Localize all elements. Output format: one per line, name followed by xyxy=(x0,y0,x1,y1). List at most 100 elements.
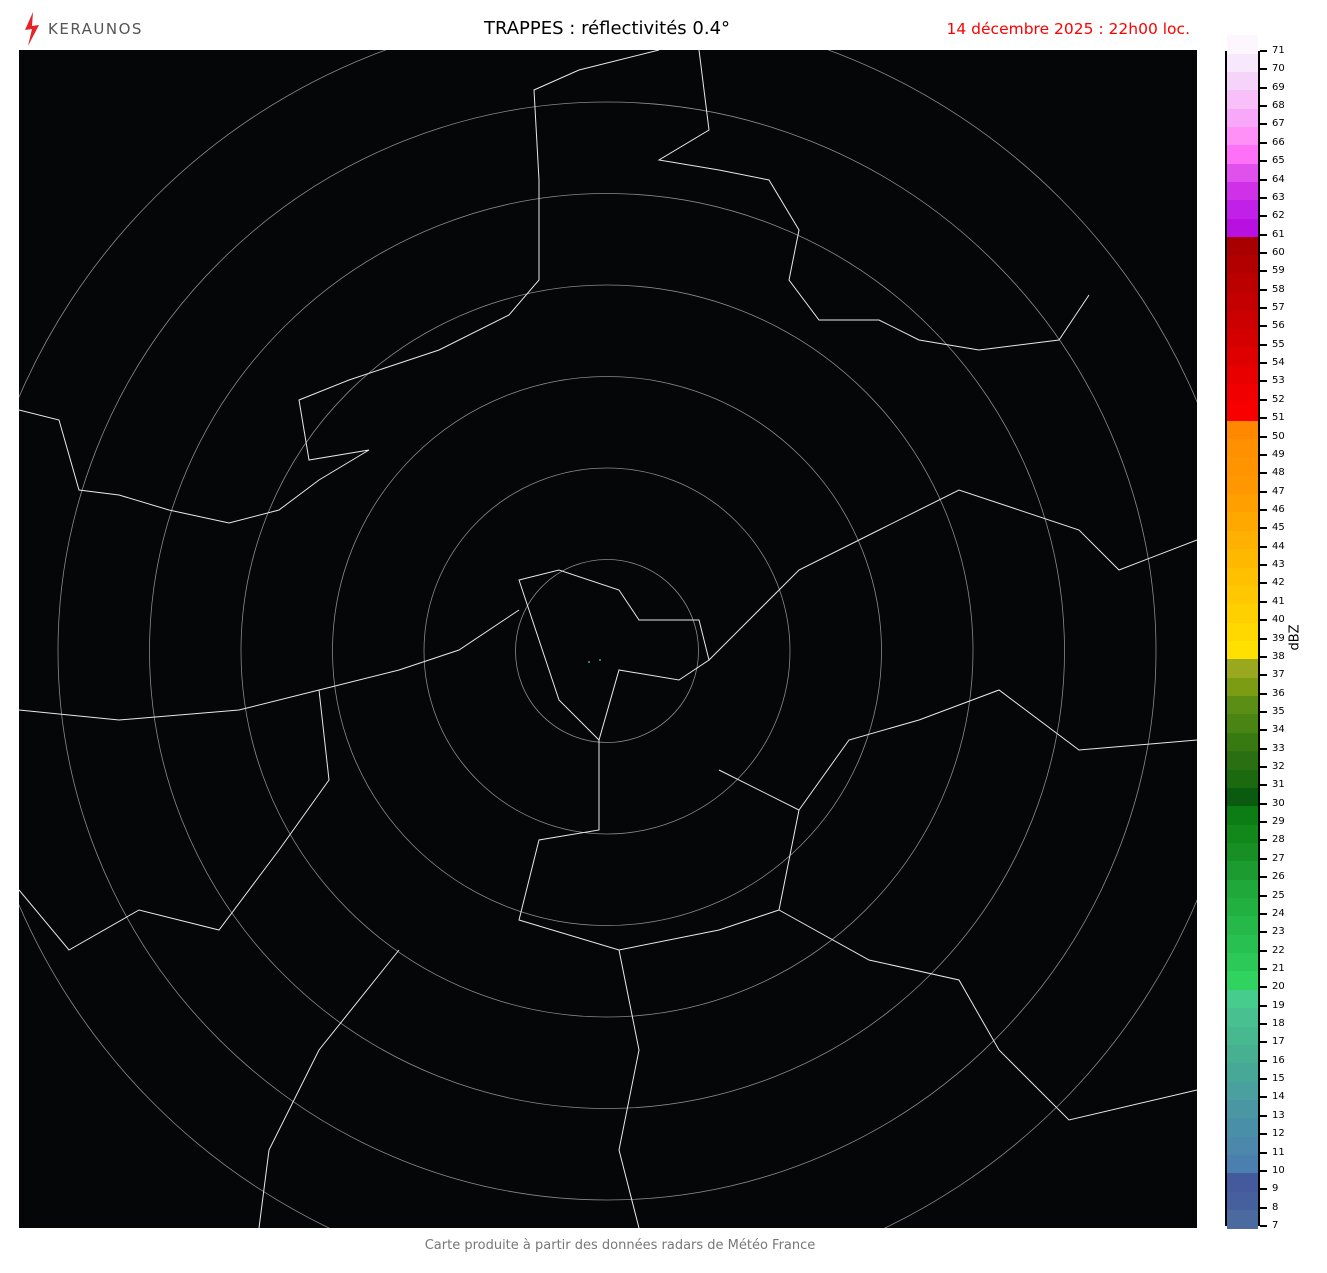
colorbar-tick-label: 14 xyxy=(1272,1091,1285,1103)
colorbar-tick-label: 21 xyxy=(1272,962,1285,974)
colorbar-segment xyxy=(1227,310,1258,329)
colorbar-tick-label: 61 xyxy=(1272,228,1285,240)
colorbar-segment xyxy=(1227,1062,1258,1082)
colorbar-segment xyxy=(1227,989,1258,1009)
colorbar-segment xyxy=(1227,1081,1258,1100)
colorbar-segment xyxy=(1227,1191,1258,1211)
colorbar-segment xyxy=(1227,199,1258,219)
colorbar-tick-label: 34 xyxy=(1272,724,1285,736)
colorbar-tick-label: 70 xyxy=(1272,63,1285,75)
colorbar-segment xyxy=(1227,548,1258,568)
footer-credit: Carte produite à partir des données rada… xyxy=(424,1238,816,1253)
colorbar-tick-label: 10 xyxy=(1272,1164,1285,1176)
colorbar-tick-label: 16 xyxy=(1272,1054,1285,1066)
colorbar-tick-label: 8 xyxy=(1272,1201,1279,1213)
colorbar-segment xyxy=(1227,254,1258,274)
borders xyxy=(18,49,1198,1229)
colorbar-tick-label: 60 xyxy=(1272,246,1285,258)
colorbar-segment xyxy=(1227,53,1258,72)
colorbar-segment xyxy=(1227,163,1258,183)
colorbar-tick-label: 44 xyxy=(1272,540,1285,552)
colorbar-segment xyxy=(1227,71,1258,91)
colorbar-tick-label: 69 xyxy=(1272,81,1285,93)
colorbar-tick-label: 49 xyxy=(1272,448,1285,460)
colorbar-segment xyxy=(1227,34,1258,54)
colorbar-tick-label: 27 xyxy=(1272,852,1285,864)
colorbar-tick-label: 24 xyxy=(1272,907,1285,919)
colorbar xyxy=(1225,34,1260,1229)
radar-echo xyxy=(588,661,590,663)
colorbar-segment xyxy=(1227,493,1258,513)
colorbar-segment xyxy=(1227,1099,1258,1119)
colorbar-segment xyxy=(1227,1154,1258,1174)
colorbar-tick-label: 28 xyxy=(1272,834,1285,846)
colorbar-segment xyxy=(1227,732,1258,752)
colorbar-tick-label: 51 xyxy=(1272,412,1285,424)
radar-echo xyxy=(599,659,601,661)
colorbar-tick-label: 20 xyxy=(1272,981,1285,993)
colorbar-tick-label: 57 xyxy=(1272,302,1285,314)
colorbar-segment xyxy=(1227,1044,1258,1064)
colorbar-tick-label: 31 xyxy=(1272,779,1285,791)
colorbar-tick-label: 64 xyxy=(1272,173,1285,185)
colorbar-segment xyxy=(1227,824,1258,843)
colorbar-tick-label: 11 xyxy=(1272,1146,1285,1158)
colorbar-segment xyxy=(1227,970,1258,990)
colorbar-segment xyxy=(1227,622,1258,641)
colorbar-tick-label: 29 xyxy=(1272,816,1285,828)
region-line-8 xyxy=(798,689,1198,811)
range-rings xyxy=(0,10,1248,1273)
range-ring xyxy=(515,559,699,743)
colorbar-segment xyxy=(1227,750,1258,770)
colorbar-segment xyxy=(1227,713,1258,733)
colorbar-tick-label: 65 xyxy=(1272,155,1285,167)
colorbar-tick-label: 63 xyxy=(1272,191,1285,203)
colorbar-segment xyxy=(1227,126,1258,146)
colorbar-segment xyxy=(1227,897,1258,917)
region-line-3 xyxy=(708,489,1198,661)
colorbar-tick-label: 40 xyxy=(1272,614,1285,626)
radar-map[interactable] xyxy=(0,10,1248,1273)
region-line-1 xyxy=(18,609,520,721)
colorbar-segment xyxy=(1227,438,1258,458)
range-ring xyxy=(57,101,1157,1201)
colorbar-segment xyxy=(1227,383,1258,403)
range-ring xyxy=(149,193,1065,1109)
colorbar-tick-label: 22 xyxy=(1272,944,1285,956)
colorbar-tick-label: 32 xyxy=(1272,761,1285,773)
colorbar-segment xyxy=(1227,915,1258,935)
colorbar-segment xyxy=(1227,401,1258,421)
border-north xyxy=(657,49,1090,351)
colorbar-tick-label: 39 xyxy=(1272,632,1285,644)
colorbar-tick-label: 12 xyxy=(1272,1128,1285,1140)
range-ring xyxy=(423,467,791,835)
colorbar-tick-label: 46 xyxy=(1272,503,1285,515)
colorbar-segment xyxy=(1227,934,1258,954)
colorbar-tick-label: 50 xyxy=(1272,430,1285,442)
idf-boundary xyxy=(518,569,710,741)
colorbar-segment xyxy=(1227,511,1258,531)
colorbar-tick-label: 45 xyxy=(1272,522,1285,534)
map-title: TRAPPES : réflectivités 0.4° xyxy=(483,18,731,39)
colorbar-segment xyxy=(1227,420,1258,440)
colorbar-segment xyxy=(1227,567,1258,586)
colorbar-segment xyxy=(1227,769,1258,788)
colorbar-tick-label: 26 xyxy=(1272,871,1285,883)
colorbar-tick-label: 25 xyxy=(1272,889,1285,901)
colorbar-tick-label: 54 xyxy=(1272,357,1285,369)
colorbar-tick-label: 53 xyxy=(1272,375,1285,387)
colorbar-segment xyxy=(1227,236,1258,256)
colorbar-tick-label: 48 xyxy=(1272,467,1285,479)
region-line-2 xyxy=(518,740,800,951)
colorbar-tick-label: 58 xyxy=(1272,283,1285,295)
coastline xyxy=(18,49,660,524)
colorbar-segment xyxy=(1227,860,1258,880)
map-canvas xyxy=(0,10,1248,1273)
keraunos-logo: KERAUNOS xyxy=(22,12,143,46)
region-line-4 xyxy=(778,909,1198,1121)
colorbar-segment xyxy=(1227,144,1258,164)
colorbar-tick-label: 7 xyxy=(1272,1220,1279,1231)
colorbar-segment xyxy=(1227,456,1258,476)
colorbar-segment xyxy=(1227,658,1258,678)
colorbar-tick-label: 47 xyxy=(1272,485,1285,497)
